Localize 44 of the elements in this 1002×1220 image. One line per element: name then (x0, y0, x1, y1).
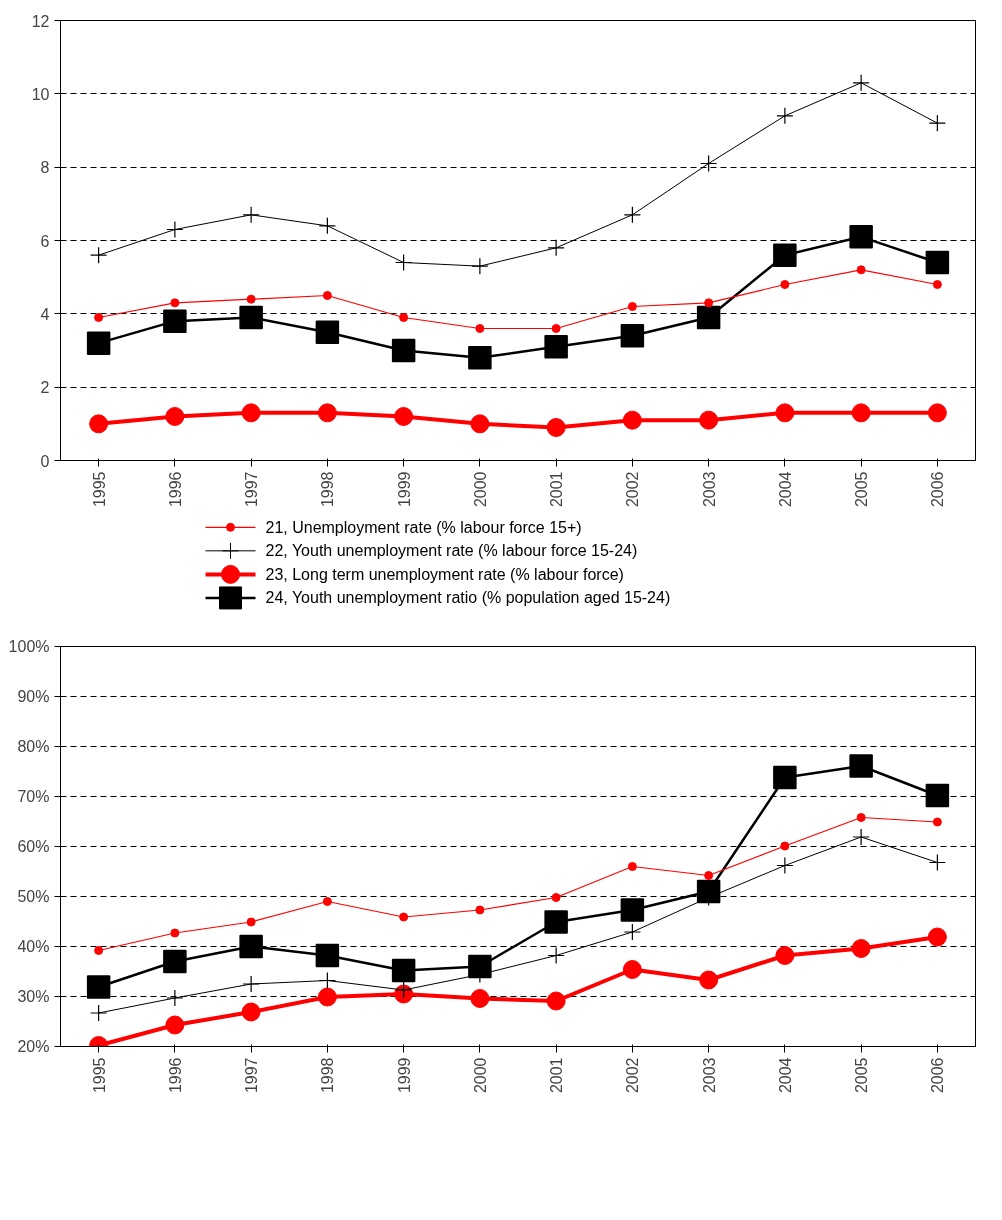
x-tick-label: 2001 (548, 1057, 566, 1094)
y-tick-label: 20% (17, 1038, 50, 1055)
x-tick-label: 1998 (319, 1057, 337, 1094)
y-tick-label: 4 (40, 305, 50, 323)
x-tick-label: 2001 (548, 471, 566, 508)
x-tick-label: 2003 (700, 1057, 718, 1094)
legend-label: 24, Youth unemployment ratio (% population aged 15-24) (265, 589, 671, 607)
y-tick-label: 80% (17, 738, 50, 755)
x-tick-label: 1995 (90, 471, 108, 508)
x-tick-label: 2004 (776, 1057, 794, 1094)
x-tick-label: 2002 (624, 471, 642, 508)
y-tick-label: 10 (31, 85, 50, 103)
legend-label: 22, Youth unemployment rate (% labour force 15-24) (265, 542, 638, 560)
y-tick-label: 8 (40, 159, 50, 177)
y-tick-label: 100% (8, 638, 50, 655)
y-tick-label: 2 (40, 379, 50, 397)
legend-label: 23, Long term unemployment rate (% labour force) (265, 565, 624, 583)
x-tick-label: 1997 (243, 1057, 261, 1094)
x-tick-label: 1998 (319, 471, 337, 508)
y-tick-label: 0 (40, 452, 50, 470)
y-tick-label: 90% (17, 688, 50, 705)
y-tick-label: 12 (31, 12, 50, 30)
y-tick-label: 30% (17, 988, 50, 1005)
y-tick-label: 6 (40, 232, 50, 250)
x-tick-label: 2002 (624, 1057, 642, 1094)
x-tick-label: 1997 (243, 471, 261, 508)
x-tick-label: 2000 (471, 471, 489, 508)
x-tick-label: 2006 (929, 471, 947, 508)
y-tick-label: 70% (17, 788, 50, 805)
y-tick-label: 40% (17, 938, 50, 955)
legend-label: 21, Unemployment rate (% labour force 15+) (265, 518, 582, 536)
y-tick-label: 60% (17, 838, 50, 855)
x-tick-label: 1996 (166, 1057, 184, 1094)
x-tick-label: 2000 (471, 1057, 489, 1094)
x-tick-label: 2004 (776, 471, 794, 508)
x-tick-label: 2006 (929, 1057, 947, 1094)
x-tick-label: 1996 (166, 471, 184, 508)
x-tick-label: 1995 (90, 1057, 108, 1094)
y-tick-label: 50% (17, 888, 50, 905)
x-tick-label: 2003 (700, 471, 718, 508)
x-tick-label: 2005 (853, 471, 871, 508)
x-tick-label: 1999 (395, 471, 413, 508)
x-tick-label: 1999 (395, 1057, 413, 1094)
x-tick-label: 2005 (853, 1057, 871, 1094)
